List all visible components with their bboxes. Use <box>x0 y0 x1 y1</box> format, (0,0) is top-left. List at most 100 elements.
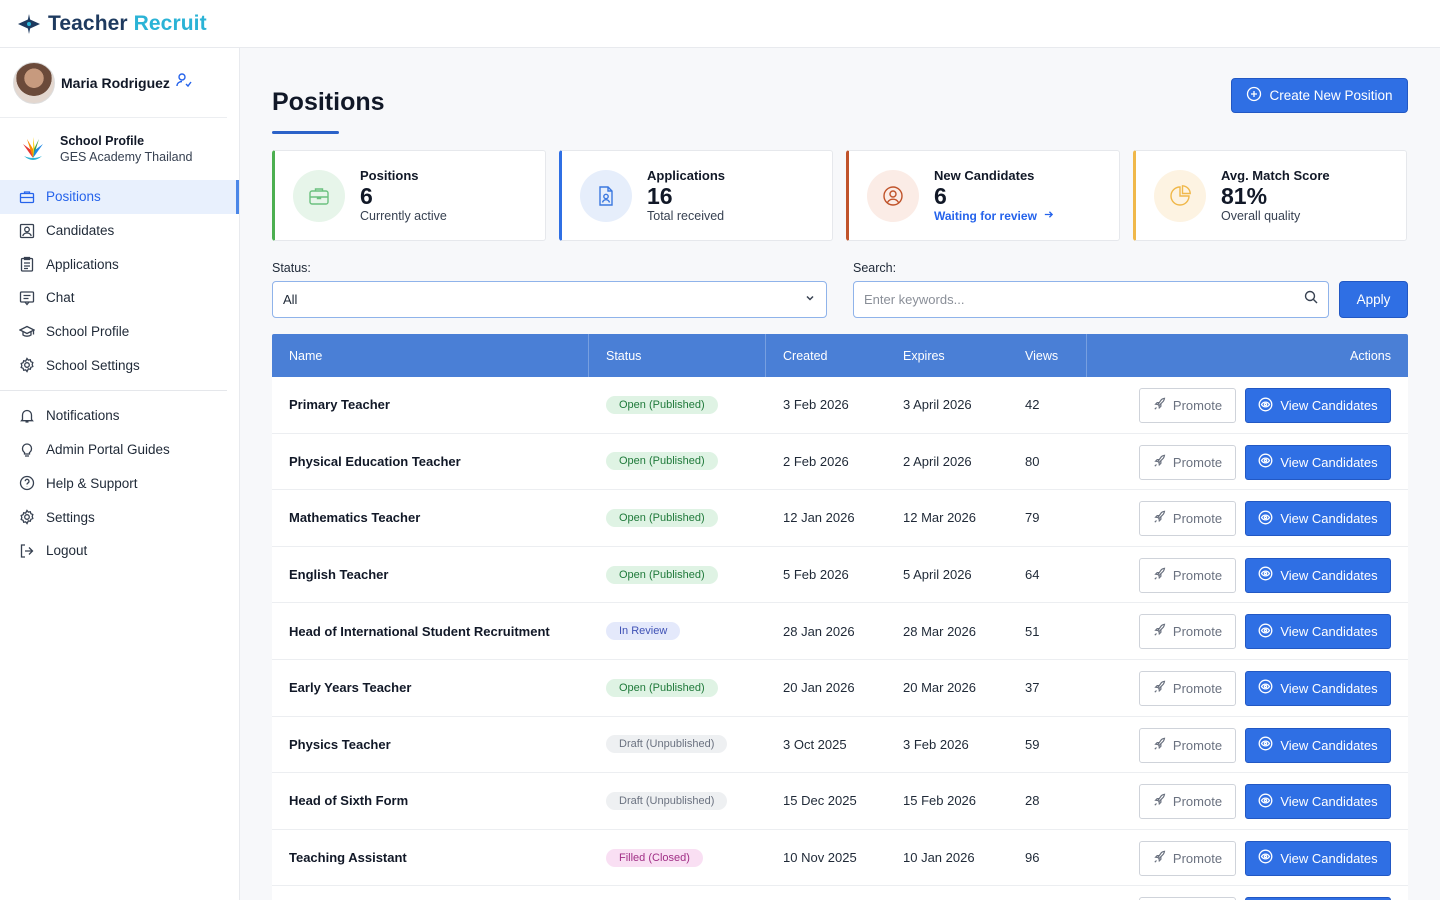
column-header-name[interactable]: Name <box>289 348 323 363</box>
promote-button[interactable]: Promote <box>1139 670 1236 706</box>
sidebar-item-label: Candidates <box>46 223 115 239</box>
view-candidates-button[interactable]: View Candidates <box>1245 614 1391 650</box>
table-row[interactable]: Mathematics Teacher Open (Published) 12 … <box>272 490 1408 547</box>
view-candidates-button[interactable]: View Candidates <box>1245 727 1391 763</box>
promote-button[interactable]: Promote <box>1139 501 1236 537</box>
table-row[interactable]: Head of International Student Recruitmen… <box>272 603 1408 660</box>
sidebar-item-notifications[interactable]: Notifications <box>0 399 239 433</box>
view-candidates-button[interactable]: View Candidates <box>1245 557 1391 593</box>
sidebar-item-school-profile[interactable]: School Profile <box>0 315 239 349</box>
sidebar-item-logout[interactable]: Logout <box>0 534 239 568</box>
view-candidates-label: View Candidates <box>1280 511 1378 527</box>
position-name[interactable]: English Teacher <box>289 567 389 583</box>
view-candidates-button[interactable]: View Candidates <box>1245 501 1391 537</box>
sidebar-item-admin-portal-guides[interactable]: Admin Portal Guides <box>0 433 239 467</box>
stat-card-new-candidates[interactable]: New Candidates 6 Waiting for review <box>846 150 1120 241</box>
views-count: 42 <box>1025 397 1040 413</box>
view-candidates-button[interactable]: View Candidates <box>1245 444 1391 480</box>
table-row[interactable]: Primary Teacher Open (Published) 3 Feb 2… <box>272 377 1408 434</box>
status-select[interactable]: All <box>272 281 827 318</box>
status-badge: Open (Published) <box>606 678 718 697</box>
table-row[interactable]: Head of Sixth Form Draft (Unpublished) 1… <box>272 773 1408 830</box>
promote-button[interactable]: Promote <box>1139 557 1236 593</box>
apply-button[interactable]: Apply <box>1339 281 1408 318</box>
bell-icon <box>18 407 36 425</box>
view-candidates-button[interactable] <box>1245 897 1391 900</box>
school-profile-card[interactable]: School Profile GES Academy Thailand <box>0 118 239 180</box>
position-name[interactable]: Head of Sixth Form <box>289 793 409 809</box>
user-account-icon[interactable] <box>176 72 192 93</box>
sidebar-item-candidates[interactable]: Candidates <box>0 214 239 248</box>
lightbulb-icon <box>18 441 36 459</box>
stat-subtitle: Overall quality <box>1221 209 1301 223</box>
sidebar-item-applications[interactable]: Applications <box>0 247 239 281</box>
position-name[interactable]: Mathematics Teacher <box>289 510 421 526</box>
table-row[interactable]: Early Years Teacher Open (Published) 20 … <box>272 659 1408 717</box>
column-header-views[interactable]: Views <box>1025 348 1059 363</box>
stat-card-avg-match-score[interactable]: Avg. Match Score 81% Overall quality <box>1133 150 1407 241</box>
create-new-position-button[interactable]: Create New Position <box>1231 78 1408 113</box>
status-badge-cell: Filled (Closed) <box>606 830 703 886</box>
column-header-expires[interactable]: Expires <box>903 348 945 363</box>
view-candidates-button[interactable]: View Candidates <box>1245 840 1391 876</box>
plus-circle-icon <box>1246 86 1262 105</box>
status-badge: Draft (Unpublished) <box>606 735 728 754</box>
position-name[interactable]: Teaching Assistant <box>289 850 407 866</box>
briefcase-icon <box>18 188 36 206</box>
search-icon[interactable] <box>1304 290 1318 309</box>
view-candidates-button[interactable]: View Candidates <box>1245 670 1391 706</box>
sidebar-item-help-support[interactable]: Help & Support <box>0 467 239 501</box>
table-row[interactable]: Physics Teacher Draft (Unpublished) 3 Oc… <box>272 716 1408 774</box>
stat-subtitle: Currently active <box>360 209 447 223</box>
view-candidates-label: View Candidates <box>1280 794 1378 810</box>
promote-label: Promote <box>1172 454 1223 470</box>
brand-name-part2: Recruit <box>133 11 207 35</box>
promote-button[interactable]: Promote <box>1139 784 1236 820</box>
promote-button[interactable] <box>1139 897 1236 900</box>
sidebar-item-label: Logout <box>46 543 88 559</box>
user-profile[interactable]: Maria Rodriguez <box>0 48 227 118</box>
view-candidates-button[interactable]: View Candidates <box>1245 784 1391 820</box>
view-candidates-button[interactable]: View Candidates <box>1245 388 1391 423</box>
sidebar-item-label: Settings <box>46 509 95 525</box>
promote-button[interactable]: Promote <box>1139 840 1236 876</box>
column-header-created[interactable]: Created <box>783 348 828 363</box>
created-date: 2 Feb 2026 <box>783 453 849 469</box>
views-count: 28 <box>1025 793 1040 809</box>
position-name[interactable]: Early Years Teacher <box>289 680 412 696</box>
status-select-value: All <box>283 292 298 307</box>
promote-button[interactable]: Promote <box>1139 388 1236 423</box>
created-date: 12 Jan 2026 <box>783 510 855 526</box>
promote-button[interactable]: Promote <box>1139 727 1236 763</box>
status-badge-cell: In Review <box>606 603 681 659</box>
stat-value: 16 <box>647 183 673 209</box>
brand-name[interactable]: Teacher Recruit <box>48 12 207 36</box>
status-badge-cell: Open (Published) <box>606 660 718 716</box>
position-name[interactable]: Physics Teacher <box>289 736 391 752</box>
table-row[interactable]: Physical Education Teacher Open (Publish… <box>272 433 1408 491</box>
stat-value: 81% <box>1221 183 1268 209</box>
view-candidates-label: View Candidates <box>1280 454 1378 470</box>
sidebar-item-chat[interactable]: Chat <box>0 281 239 315</box>
search-input[interactable] <box>864 292 1264 307</box>
sidebar-item-positions[interactable]: Positions <box>0 180 239 214</box>
column-header-actions: Actions <box>1350 348 1391 363</box>
stat-card-applications[interactable]: Applications 16 Total received <box>559 150 833 241</box>
search-field[interactable] <box>853 281 1329 318</box>
position-name[interactable]: Physical Education Teacher <box>289 453 461 469</box>
promote-button[interactable]: Promote <box>1139 444 1236 480</box>
table-row[interactable]: Teaching Assistant Filled (Closed) 10 No… <box>272 829 1408 887</box>
table-row[interactable]: English Teacher Open (Published) 5 Feb 2… <box>272 546 1408 604</box>
sidebar-item-school-settings[interactable]: School Settings <box>0 348 239 382</box>
status-badge-cell: Open (Published) <box>606 490 718 546</box>
created-date: 15 Dec 2025 <box>783 793 857 809</box>
promote-button[interactable]: Promote <box>1139 614 1236 650</box>
sidebar-item-label: Notifications <box>46 408 120 424</box>
position-name[interactable]: Primary Teacher <box>289 397 390 413</box>
column-header-status[interactable]: Status <box>606 348 642 363</box>
stat-card-positions[interactable]: Positions 6 Currently active <box>272 150 546 241</box>
sidebar-item-settings[interactable]: Settings <box>0 500 239 534</box>
position-name[interactable]: Head of International Student Recruitmen… <box>289 623 550 639</box>
waiting-for-review-link[interactable]: Waiting for review <box>934 209 1054 223</box>
table-header: Name Status Created Expires Views Action… <box>272 334 1408 377</box>
